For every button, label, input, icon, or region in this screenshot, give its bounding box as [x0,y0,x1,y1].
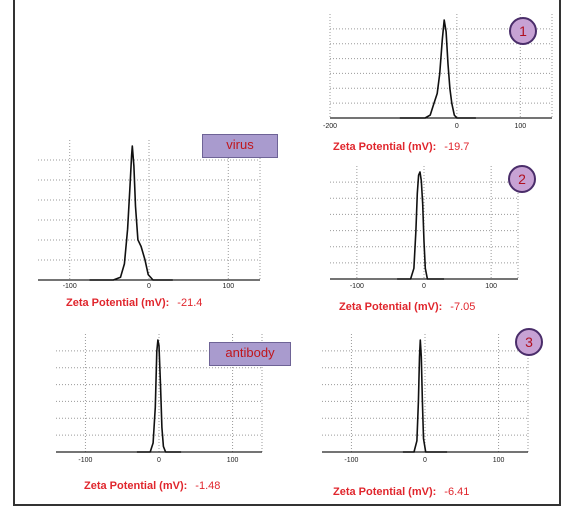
x-tick-label: -100 [78,457,92,464]
zeta-distribution-line [89,145,173,281]
x-tick-label: 0 [423,457,427,464]
x-tick-label: 0 [422,283,426,290]
zeta-plot-sample-2: -100 0 100 [330,166,519,290]
x-tick-label: 100 [227,457,239,464]
zeta-distribution-line [136,339,182,453]
x-tick-label: 100 [493,457,505,464]
zeta-readout-virus: Zeta Potential (mV): -21.4 [66,297,202,309]
x-tick-label: -100 [350,283,364,290]
grid [38,140,261,280]
zeta-readout-sample-2: Zeta Potential (mV): -7.05 [339,301,475,313]
zeta-value: -7.05 [450,301,476,313]
x-tick-label: -100 [63,283,77,290]
zeta-label: Zeta Potential (mV): [333,486,437,498]
zeta-value: -21.4 [177,297,203,309]
zeta-readout-sample-3: Zeta Potential (mV): -6.41 [333,486,469,498]
zeta-label: Zeta Potential (mV): [66,297,170,309]
grid [322,334,529,452]
zeta-plot-virus: -100 0 100 [38,140,261,290]
zeta-value: -1.48 [195,480,221,492]
zeta-readout-sample-1: Zeta Potential (mV): -19.7 [333,141,469,153]
x-tick-label: 0 [455,123,459,130]
virus-tag: virus [202,134,278,158]
x-tick-label: -100 [344,457,358,464]
zeta-label: Zeta Potential (mV): [339,301,443,313]
zeta-label: Zeta Potential (mV): [84,480,188,492]
x-tick-label: -200 [323,123,337,130]
zeta-distribution-line [402,339,448,453]
x-tick-label: 100 [485,283,497,290]
zeta-plot-sample-1: -200 0 100 [323,14,553,130]
antibody-tag: antibody [209,342,291,366]
zeta-value: -19.7 [444,141,470,153]
zeta-value: -6.41 [444,486,470,498]
x-tick-label: 0 [157,457,161,464]
figure-frame [13,0,561,506]
grid [330,166,519,279]
zeta-label: Zeta Potential (mV): [333,141,437,153]
sample-badge-2: 2 [508,165,536,193]
x-tick-label: 100 [222,283,234,290]
zeta-distribution-line [399,19,476,119]
zeta-readout-antibody: Zeta Potential (mV): -1.48 [84,480,220,492]
sample-badge-1: 1 [509,17,537,45]
sample-badge-3: 3 [515,328,543,356]
x-tick-label: 100 [514,123,526,130]
x-tick-label: 0 [147,283,151,290]
zeta-plot-sample-3: -100 0 100 [322,334,529,464]
zeta-distribution-line [397,171,445,280]
